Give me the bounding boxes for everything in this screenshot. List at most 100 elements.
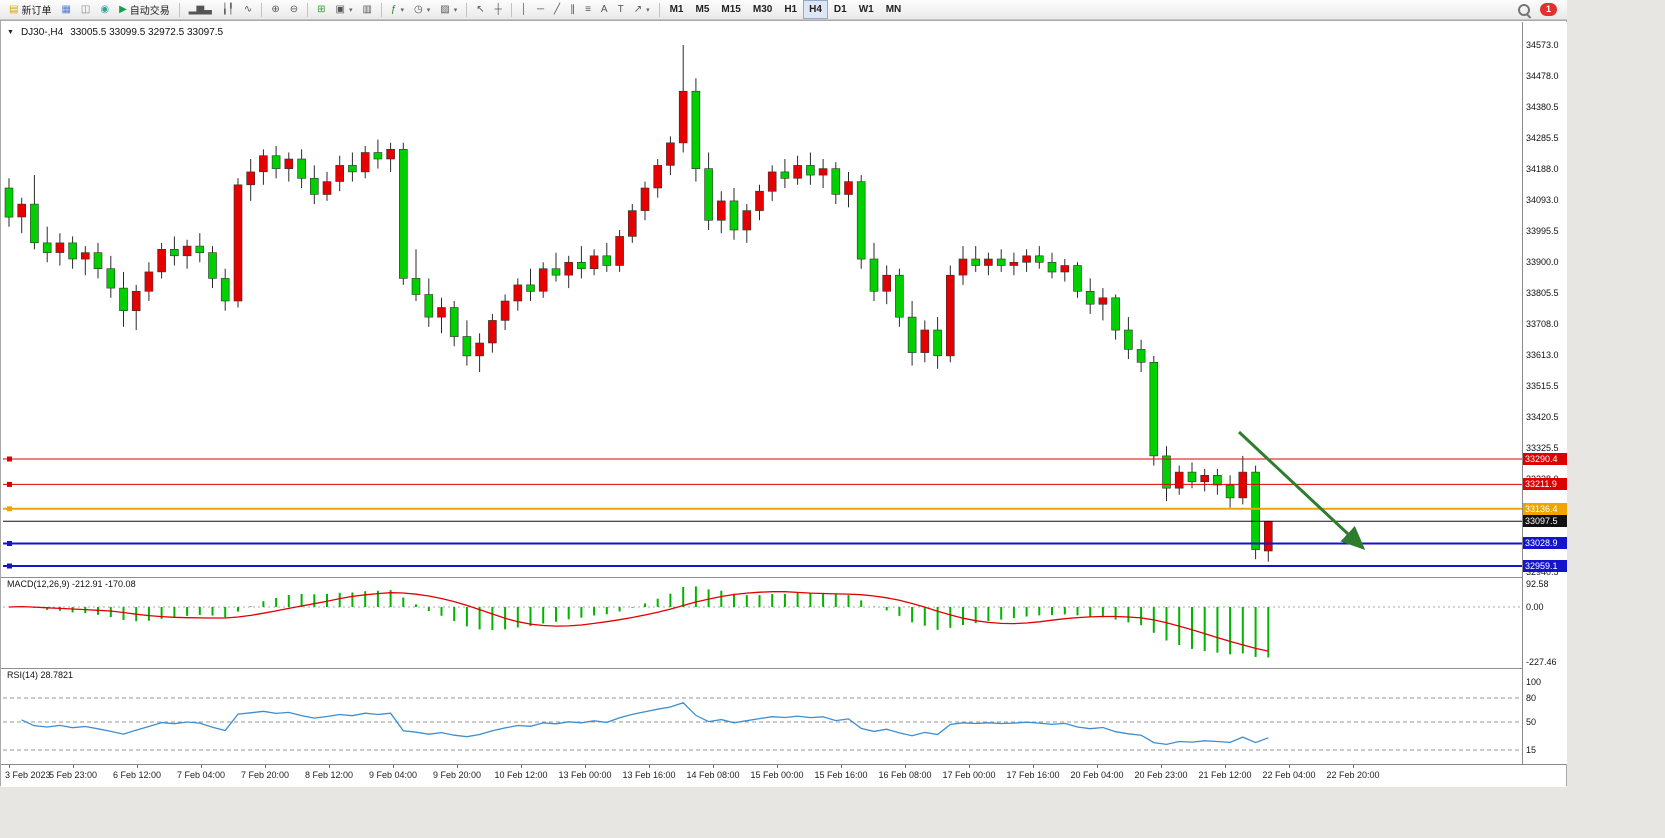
- navigator-button[interactable]: ◉: [100, 3, 110, 15]
- macd-tick: -227.46: [1526, 657, 1557, 667]
- price-tick: 34285.5: [1526, 133, 1559, 143]
- price-level-badge: 32959.1: [1523, 560, 1567, 572]
- price-level-badge: 33211.9: [1523, 478, 1567, 490]
- time-label: 10 Feb 12:00: [494, 770, 548, 780]
- price-tick: 33900.0: [1526, 257, 1559, 267]
- indicators-button[interactable]: ƒ ▾: [390, 3, 404, 15]
- tf-m30[interactable]: M30: [752, 4, 773, 15]
- cursor-button[interactable]: ↖: [476, 3, 485, 15]
- price-level-badge: 33290.4: [1523, 453, 1567, 465]
- new-order-button[interactable]: ▤ 新订单: [9, 3, 52, 17]
- time-label: 20 Feb 23:00: [1134, 770, 1188, 780]
- time-label: 3 Feb 2023: [5, 770, 51, 780]
- zoom-out-button[interactable]: ⊖: [289, 3, 299, 15]
- price-level-badge: 33136.4: [1523, 503, 1567, 515]
- fibonacci-button[interactable]: ≡: [585, 3, 591, 15]
- chart-window: ▼ DJ30-,H4 33005.5 33099.5 32972.5 33097…: [0, 20, 1567, 787]
- label-button[interactable]: T: [617, 3, 624, 15]
- charts-button[interactable]: ▦: [61, 3, 71, 15]
- rsi-panel-splitter[interactable]: [1, 668, 1566, 669]
- price-tick: 33515.5: [1526, 381, 1559, 391]
- macd-label: MACD(12,26,9) -212.91 -170.08: [7, 579, 136, 589]
- time-label: 20 Feb 04:00: [1070, 770, 1124, 780]
- macd-panel-splitter[interactable]: [1, 577, 1566, 578]
- time-label: 13 Feb 16:00: [622, 770, 676, 780]
- profiles-button[interactable]: ◫: [80, 3, 91, 15]
- crosshair-button[interactable]: ┼: [494, 3, 502, 15]
- price-level-badge: 33097.5: [1523, 515, 1567, 527]
- rsi-tick: 15: [1526, 745, 1537, 755]
- toolbar-separator: [466, 2, 468, 17]
- channel-button[interactable]: ∥: [570, 3, 576, 15]
- toolbar-separator: [380, 2, 382, 17]
- trend-arrow[interactable]: [1237, 430, 1366, 551]
- time-label: 8 Feb 12:00: [304, 770, 354, 780]
- toolbar-separator: [658, 2, 660, 17]
- templates-button[interactable]: ▨ ▾: [440, 3, 458, 15]
- tf-m5[interactable]: M5: [695, 4, 710, 15]
- tf-h1[interactable]: H1: [784, 4, 798, 15]
- time-label: 5 Feb 23:00: [48, 770, 98, 780]
- chart-title: ▼ DJ30-,H4 33005.5 33099.5 32972.5 33097…: [7, 27, 223, 38]
- trendline-button[interactable]: ╱: [554, 3, 561, 15]
- collapse-triangle-icon[interactable]: ▼: [7, 29, 14, 36]
- periods-button[interactable]: ◷ ▾: [413, 3, 431, 15]
- line-chart-type-button[interactable]: ∿: [243, 3, 253, 15]
- tf-m15[interactable]: M15: [721, 4, 741, 15]
- chart-shift-button[interactable]: ▥: [362, 3, 372, 15]
- time-tick: [841, 765, 842, 768]
- tf-h4[interactable]: H4: [803, 0, 828, 19]
- notifications-badge[interactable]: 1: [1540, 3, 1557, 16]
- time-tick: [137, 765, 138, 768]
- tf-d1[interactable]: D1: [833, 4, 847, 15]
- time-label: 13 Feb 00:00: [558, 770, 612, 780]
- tf-mn[interactable]: MN: [885, 4, 902, 15]
- price-tick: 34478.0: [1526, 71, 1559, 81]
- vertical-line-button[interactable]: │: [520, 3, 527, 15]
- time-label: 14 Feb 08:00: [686, 770, 740, 780]
- price-chart-canvas[interactable]: [1, 22, 1523, 763]
- horizontal-line-button[interactable]: ─: [536, 3, 545, 15]
- price-axis[interactable]: 34573.0 34478.0 34380.5 34285.5 34188.0 34093…: [1522, 22, 1567, 764]
- price-tick: 33613.0: [1526, 350, 1559, 360]
- price-tick: 34573.0: [1526, 40, 1559, 50]
- tf-m1[interactable]: M1: [669, 4, 684, 15]
- new-chart-button[interactable]: ▣ ▾: [335, 3, 353, 15]
- time-axis[interactable]: 3 Feb 2023 5 Feb 23:00 6 Feb 12:00 7 Feb 04…: [1, 764, 1566, 787]
- time-tick: [457, 765, 458, 768]
- time-tick: [649, 765, 650, 768]
- time-label: 15 Feb 16:00: [814, 770, 868, 780]
- price-tick: 33805.5: [1526, 288, 1559, 298]
- candlestick-type-button[interactable]: ╽╿: [221, 3, 234, 15]
- time-label: 17 Feb 16:00: [1006, 770, 1060, 780]
- text-button[interactable]: A: [600, 3, 608, 15]
- time-label: 21 Feb 12:00: [1198, 770, 1252, 780]
- time-label: 7 Feb 20:00: [240, 770, 290, 780]
- bar-chart-type-button[interactable]: ▂▆▃: [188, 3, 212, 15]
- time-tick: [1161, 765, 1162, 768]
- toolbar-right: 1: [1518, 3, 1557, 16]
- arrows-button[interactable]: ↗ ▾: [633, 3, 650, 15]
- time-tick: [969, 765, 970, 768]
- time-tick: [73, 765, 74, 768]
- price-tick: 33420.5: [1526, 412, 1559, 422]
- time-label: 6 Feb 12:00: [112, 770, 162, 780]
- macd-tick: 92.58: [1526, 579, 1549, 589]
- tile-windows-button[interactable]: ⊞: [317, 3, 326, 15]
- time-tick: [521, 765, 522, 768]
- time-label: 9 Feb 20:00: [432, 770, 482, 780]
- time-tick: [777, 765, 778, 768]
- price-tick: 34188.0: [1526, 164, 1559, 174]
- price-tick: 33708.0: [1526, 319, 1559, 329]
- auto-trading-button[interactable]: ▶ 自动交易: [119, 3, 170, 17]
- time-tick: [393, 765, 394, 768]
- time-tick: [1353, 765, 1354, 768]
- tf-w1[interactable]: W1: [858, 4, 874, 15]
- time-label: 15 Feb 00:00: [750, 770, 804, 780]
- zoom-in-button[interactable]: ⊕: [271, 3, 280, 15]
- rsi-label: RSI(14) 28.7821: [7, 670, 74, 680]
- symbol-period-label: DJ30-,H4: [20, 27, 64, 38]
- search-icon[interactable]: [1518, 3, 1530, 16]
- price-tick: 32940.5: [1526, 567, 1559, 577]
- ohlc-values: 33005.5 33099.5 32972.5 33097.5: [70, 27, 224, 38]
